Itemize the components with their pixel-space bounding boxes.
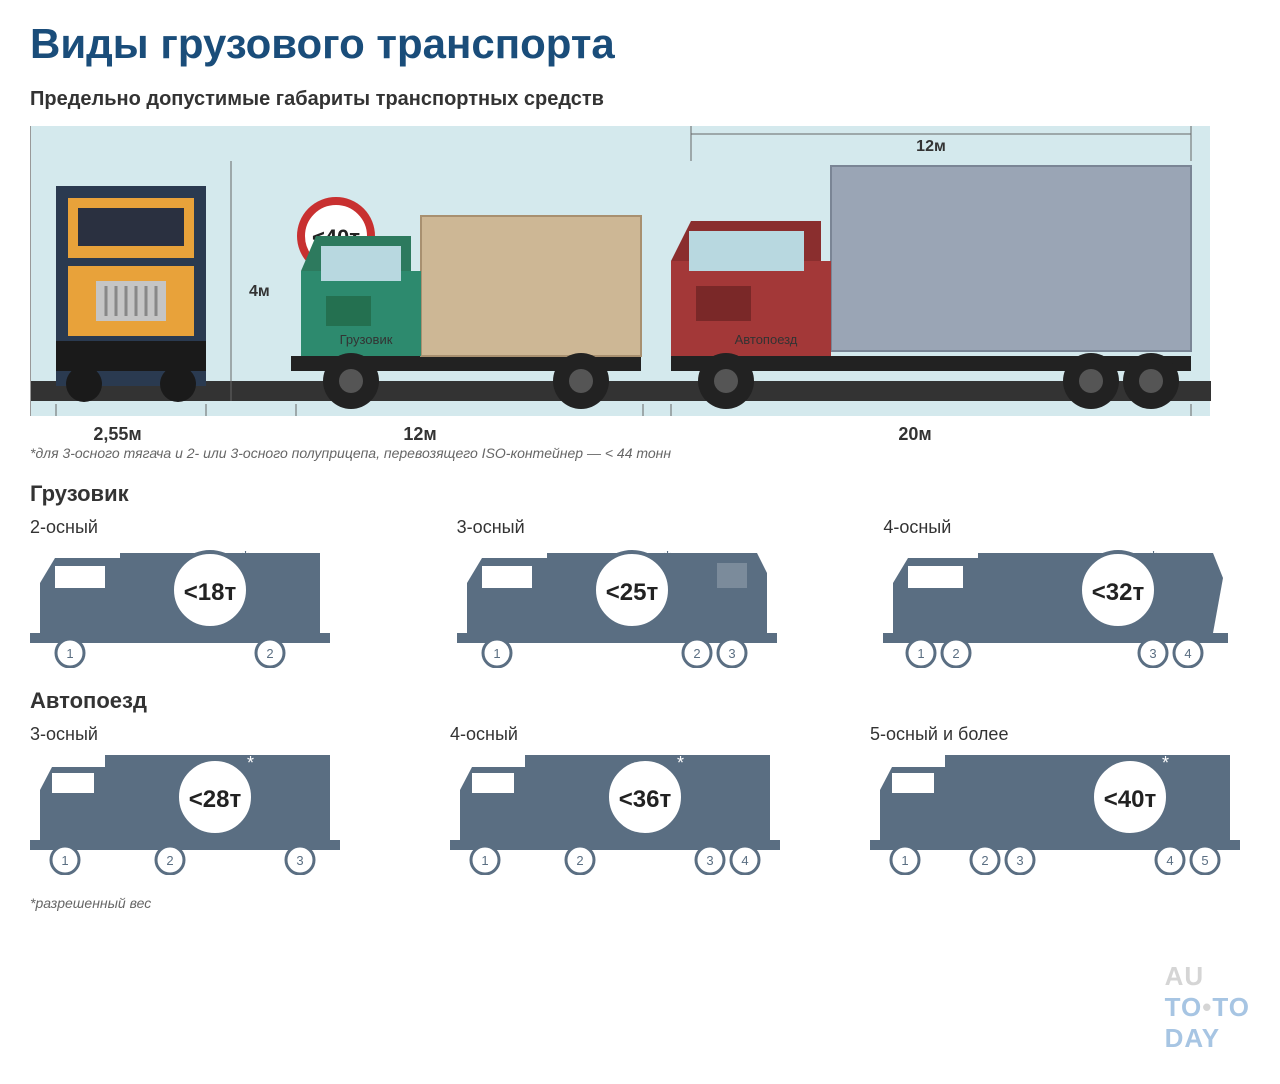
- svg-text:4м: 4м: [249, 283, 270, 300]
- truck-card-label: 4-осный: [883, 517, 1250, 538]
- svg-text:<40т: <40т: [1104, 786, 1157, 813]
- svg-text:4: 4: [741, 853, 748, 868]
- truck-4axle-icon: <32т * 1 2 3 4: [883, 548, 1243, 668]
- watermark: AU TO•TO DAY: [1165, 961, 1250, 1054]
- svg-text:*: *: [242, 548, 249, 568]
- svg-text:2: 2: [576, 853, 583, 868]
- truck-front: [56, 186, 206, 402]
- truck-row-2: 3-осный <28т * 1 2 3 4-осный: [30, 724, 1250, 875]
- main-diagram: 12м 4м <40т: [30, 126, 1210, 416]
- dimension-labels: 2,55м 12м 20м: [30, 424, 1210, 445]
- svg-text:2: 2: [693, 646, 700, 661]
- svg-text:1: 1: [493, 646, 500, 661]
- footnote2-text: *разрешенный вес: [30, 895, 1250, 911]
- svg-text:2: 2: [981, 853, 988, 868]
- road: [31, 381, 1211, 401]
- truck-card-label: 3-осный: [457, 517, 824, 538]
- svg-text:*: *: [677, 755, 684, 773]
- roadtrain-5axle-icon: <40т * 1 2 3 4 5: [870, 755, 1250, 875]
- svg-text:1: 1: [918, 646, 925, 661]
- roadtrain-4axle-icon: <36т * 1 2 3 4: [450, 755, 790, 875]
- truck-row-1: 2-осный <18т * 1 2 3-осный: [30, 517, 1250, 668]
- truck-right: Автопоезд: [671, 166, 1191, 409]
- svg-text:3: 3: [706, 853, 713, 868]
- footnote-text: *для 3-осного тягача и 2- или 3-осного п…: [30, 445, 1250, 461]
- truck-card: 5-осный и более <40т * 1 2 3 4 5: [870, 724, 1250, 875]
- svg-text:2: 2: [266, 646, 273, 661]
- svg-text:Грузовик: Грузовик: [340, 332, 393, 347]
- truck-card: 3-осный <25т * 1 2 3: [457, 517, 824, 668]
- svg-text:<36т: <36т: [619, 786, 672, 813]
- truck-card: 3-осный <28т * 1 2 3: [30, 724, 390, 875]
- svg-text:1: 1: [66, 646, 73, 661]
- svg-text:1: 1: [61, 853, 68, 868]
- svg-text:Автопоезд: Автопоезд: [735, 332, 798, 347]
- page-subtitle: Предельно допустимые габариты транспортн…: [30, 88, 1250, 111]
- svg-text:*: *: [1162, 755, 1169, 773]
- svg-text:3: 3: [1016, 853, 1023, 868]
- svg-text:5: 5: [1201, 853, 1208, 868]
- page-title: Виды грузового транспорта: [30, 20, 1250, 68]
- svg-text:*: *: [664, 548, 671, 568]
- svg-text:12м: 12м: [916, 138, 946, 155]
- svg-text:1: 1: [481, 853, 488, 868]
- truck-card-label: 5-осный и более: [870, 724, 1250, 745]
- svg-text:3: 3: [296, 853, 303, 868]
- truck-card: 4-осный <32т * 1 2 3 4: [883, 517, 1250, 668]
- svg-text:<25т: <25т: [605, 579, 658, 606]
- svg-text:2: 2: [166, 853, 173, 868]
- truck-card: 4-осный <36т * 1 2 3 4: [450, 724, 810, 875]
- svg-text:4: 4: [1166, 853, 1173, 868]
- truck-mid: Грузовик: [291, 216, 641, 409]
- svg-text:3: 3: [728, 646, 735, 661]
- section-roadtrain-title: Автопоезд: [30, 688, 1250, 714]
- truck-card-label: 3-осный: [30, 724, 390, 745]
- svg-text:*: *: [1150, 548, 1157, 568]
- truck-2axle-icon: <18т * 1 2: [30, 548, 350, 668]
- section-truck-title: Грузовик: [30, 481, 1250, 507]
- truck-card: 2-осный <18т * 1 2: [30, 517, 397, 668]
- svg-text:1: 1: [901, 853, 908, 868]
- truck-card-label: 4-осный: [450, 724, 810, 745]
- svg-text:<32т: <32т: [1092, 579, 1145, 606]
- svg-text:3: 3: [1150, 646, 1157, 661]
- svg-text:4: 4: [1185, 646, 1192, 661]
- truck-card-label: 2-осный: [30, 517, 397, 538]
- svg-text:<28т: <28т: [189, 786, 242, 813]
- truck-3axle-icon: <25т * 1 2 3: [457, 548, 797, 668]
- svg-text:2: 2: [953, 646, 960, 661]
- roadtrain-3axle-icon: <28т * 1 2 3: [30, 755, 350, 875]
- svg-text:<18т: <18т: [184, 579, 237, 606]
- svg-text:*: *: [247, 755, 254, 773]
